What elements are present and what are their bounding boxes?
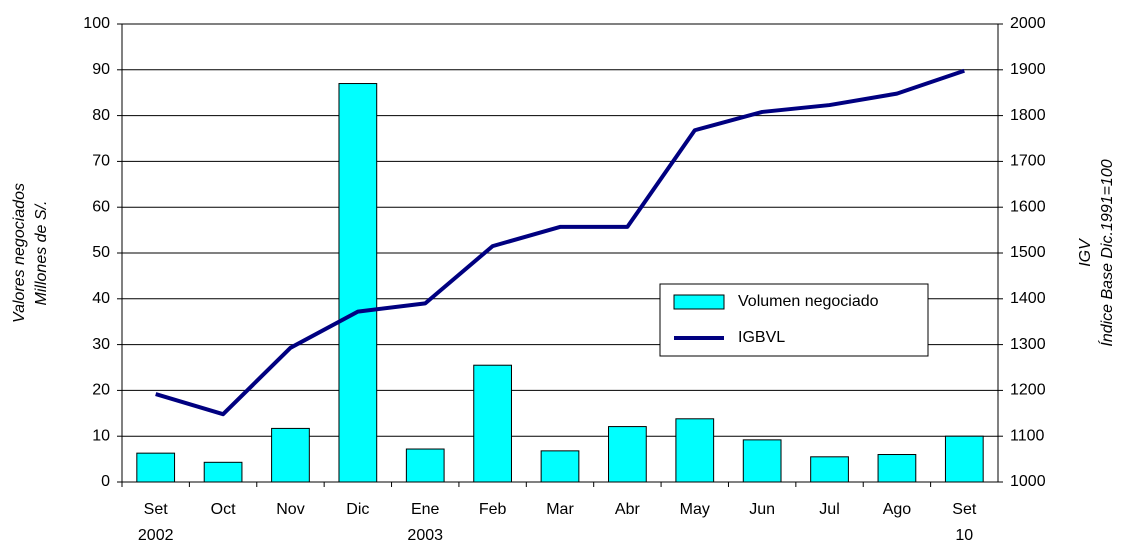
- x-tick-label: Set: [144, 501, 169, 518]
- y2-tick-label: 1600: [1010, 198, 1046, 215]
- bar: [540, 450, 580, 483]
- y-tick-label: 100: [83, 15, 110, 32]
- bar: [608, 426, 647, 483]
- y-tick-label: 20: [92, 382, 110, 399]
- x-tick-label: Oct: [211, 501, 236, 518]
- y-tick-label: 70: [92, 153, 110, 170]
- y-tick-label: 0: [101, 473, 110, 490]
- y2-tick-label: 1000: [1010, 473, 1046, 490]
- y-tick-label: 50: [92, 244, 110, 261]
- y2-tick-label: 1100: [1010, 427, 1045, 444]
- y2-tick-label: 1700: [1010, 153, 1046, 170]
- bar: [271, 427, 310, 483]
- y-tick-label: 80: [92, 107, 110, 124]
- y2-tick-label: 2000: [1010, 15, 1046, 32]
- y2-tick-label: 1800: [1010, 107, 1046, 124]
- bar: [473, 364, 512, 483]
- x-tick-label: Nov: [276, 501, 304, 518]
- y-tick-label: 10: [92, 427, 110, 444]
- x-tick-label: Set: [952, 501, 977, 518]
- x-tick-label: Jun: [749, 501, 775, 518]
- legend-label: IGBVL: [738, 329, 785, 346]
- y-tick-label: 30: [92, 336, 110, 353]
- x-tick-sublabel: 10: [955, 527, 973, 544]
- x-tick-label: Mar: [546, 501, 574, 518]
- y2-tick-label: 1500: [1010, 244, 1046, 261]
- x-tick-label: Jul: [819, 501, 839, 518]
- bar: [877, 454, 917, 483]
- bar: [136, 452, 176, 483]
- x-tick-label: Ene: [411, 501, 440, 518]
- y-tick-label: 60: [92, 198, 110, 215]
- x-tick-label: May: [680, 501, 710, 518]
- line: [155, 68, 965, 417]
- y2-tick-label: 1200: [1010, 382, 1046, 399]
- x-tick-label: Dic: [346, 501, 369, 518]
- bar: [742, 439, 782, 483]
- bar: [675, 418, 715, 483]
- x-tick-label: Ago: [883, 501, 912, 518]
- x-tick-label: Feb: [479, 501, 507, 518]
- legend-swatch: [673, 294, 725, 310]
- y2-axis-title: Índice Base Dic.1991=100: [1097, 159, 1116, 346]
- x-tick-sublabel: 2002: [138, 527, 174, 544]
- y2-axis-title: IGV: [1077, 238, 1094, 267]
- y2-tick-label: 1300: [1010, 336, 1046, 353]
- bar: [405, 448, 445, 483]
- y-tick-label: 40: [92, 290, 110, 307]
- bar: [203, 461, 243, 483]
- x-tick-label: Abr: [615, 501, 641, 518]
- y-axis-title: Millones de S/.: [33, 201, 50, 306]
- bar: [338, 83, 378, 483]
- y2-tick-label: 1900: [1010, 61, 1046, 78]
- bar: [944, 435, 984, 483]
- bar: [810, 456, 849, 483]
- y2-tick-label: 1400: [1010, 290, 1046, 307]
- x-tick-sublabel: 2003: [407, 527, 443, 544]
- y-axis-title: Valores negociados: [11, 183, 28, 323]
- y-tick-label: 90: [92, 61, 110, 78]
- legend-label: Volumen negociado: [738, 293, 879, 310]
